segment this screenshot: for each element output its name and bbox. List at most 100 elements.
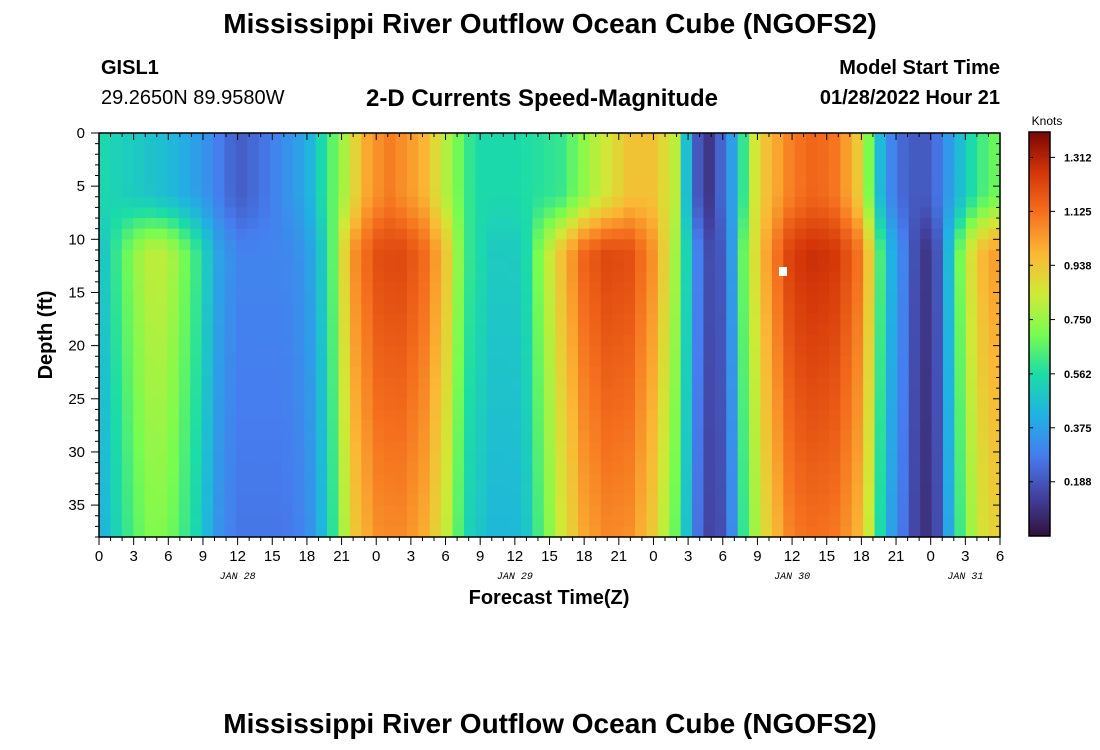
heatmap-cell: [543, 249, 556, 262]
heatmap-cell: [258, 505, 271, 517]
heatmap-cell: [498, 133, 511, 145]
heatmap-cell: [429, 292, 442, 304]
heatmap-cell: [714, 313, 727, 325]
heatmap-cell: [771, 143, 784, 155]
heatmap-cell: [315, 366, 328, 379]
heatmap-cell: [292, 430, 305, 442]
heatmap-cell: [657, 409, 670, 421]
heatmap-cell: [908, 175, 921, 187]
heatmap-cell: [555, 207, 568, 219]
heatmap-cell: [349, 292, 362, 304]
heatmap-cell: [144, 228, 157, 240]
heatmap-cell: [498, 473, 511, 485]
heatmap-cell: [384, 218, 397, 230]
heatmap-cell: [133, 228, 146, 240]
heatmap-cell: [144, 451, 157, 464]
heatmap-cell: [726, 239, 739, 251]
heatmap-cell: [817, 271, 830, 283]
heatmap-cell: [532, 494, 545, 506]
heatmap-cell: [338, 505, 351, 517]
heatmap-cell: [703, 313, 716, 325]
heatmap-cell: [384, 303, 397, 315]
heatmap-cell: [167, 175, 180, 187]
heatmap-cell: [429, 441, 442, 453]
heatmap-cell: [532, 281, 545, 294]
heatmap-cell: [669, 377, 682, 389]
heatmap-cell: [543, 398, 556, 411]
heatmap-cell: [395, 271, 408, 283]
heatmap-cell: [612, 186, 625, 198]
heatmap-cell: [361, 186, 374, 198]
heatmap-cell: [612, 430, 625, 442]
heatmap-cell: [270, 292, 283, 304]
heatmap-cell: [954, 133, 967, 145]
heatmap-cell: [258, 271, 271, 283]
heatmap-cell: [623, 133, 636, 145]
heatmap-cell: [292, 420, 305, 432]
heatmap-cell: [463, 505, 476, 517]
heatmap-cell: [99, 473, 112, 485]
heatmap-cell: [372, 430, 385, 442]
heatmap-cell: [600, 143, 613, 155]
heatmap-cell: [110, 473, 123, 485]
heatmap-cell: [167, 441, 180, 453]
heatmap-cell: [520, 483, 533, 496]
heatmap-cell: [669, 494, 682, 506]
heatmap-cell: [532, 249, 545, 262]
heatmap-cell: [806, 441, 819, 453]
heatmap-cell: [190, 143, 203, 155]
heatmap-cell: [543, 335, 556, 347]
heatmap-cell: [190, 271, 203, 283]
heatmap-cell: [954, 409, 967, 421]
heatmap-cell: [988, 207, 1001, 219]
heatmap-cell: [349, 196, 362, 209]
heatmap-cell: [247, 292, 260, 304]
heatmap-cell: [954, 515, 967, 527]
heatmap-cell: [110, 228, 123, 240]
heatmap-cell: [988, 324, 1001, 336]
heatmap-cell: [327, 228, 340, 240]
heatmap-cell: [406, 409, 419, 421]
heatmap-cell: [384, 133, 397, 145]
heatmap-cell: [817, 143, 830, 155]
heatmap-cell: [498, 494, 511, 506]
heatmap-cell: [657, 494, 670, 506]
heatmap-cell: [532, 420, 545, 432]
heatmap-cell: [270, 515, 283, 527]
heatmap-cell: [931, 164, 944, 177]
heatmap-cell: [817, 324, 830, 336]
heatmap-cell: [646, 196, 659, 209]
heatmap-cell: [977, 207, 990, 219]
heatmap-cell: [737, 175, 750, 187]
heatmap-cell: [361, 345, 374, 357]
heatmap-cell: [338, 175, 351, 187]
heatmap-cell: [737, 260, 750, 272]
heatmap-cell: [292, 356, 305, 368]
heatmap-cell: [292, 228, 305, 240]
heatmap-cell: [806, 409, 819, 421]
heatmap-cell: [178, 154, 191, 166]
heatmap-cell: [520, 430, 533, 442]
heatmap-cell: [384, 420, 397, 432]
heatmap-cell: [292, 154, 305, 166]
heatmap-cell: [669, 515, 682, 527]
heatmap-cell: [680, 462, 693, 474]
heatmap-cell: [429, 143, 442, 155]
heatmap-cell: [395, 292, 408, 304]
heatmap-cell: [475, 218, 488, 230]
heatmap-cell: [908, 526, 921, 538]
heatmap-cell: [828, 462, 841, 474]
heatmap-cell: [851, 324, 864, 336]
heatmap-cell: [224, 430, 237, 442]
heatmap-cell: [372, 473, 385, 485]
heatmap-cell: [110, 313, 123, 325]
heatmap-cell: [99, 175, 112, 187]
heatmap-cell: [965, 292, 978, 304]
heatmap-cell: [566, 260, 579, 272]
heatmap-cell: [578, 239, 591, 251]
heatmap-cell: [817, 388, 830, 400]
heatmap-cell: [897, 186, 910, 198]
heatmap-cell: [543, 430, 556, 442]
heatmap-cell: [270, 494, 283, 506]
heatmap-cell: [703, 451, 716, 464]
